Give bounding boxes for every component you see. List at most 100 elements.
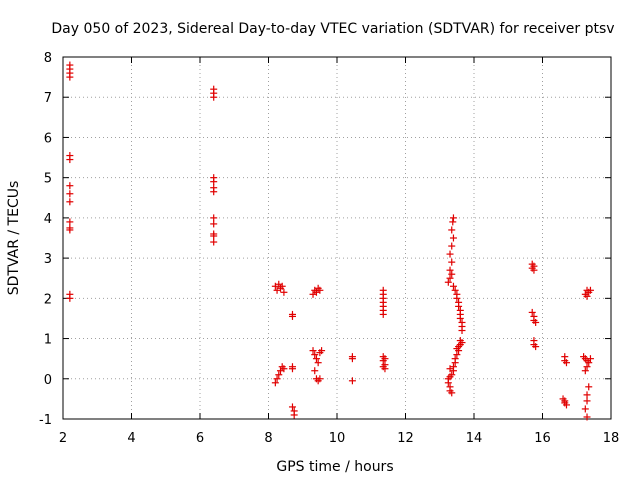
data-point xyxy=(271,379,279,387)
data-point xyxy=(581,367,589,375)
data-point xyxy=(446,266,454,274)
y-axis-label: SDTVAR / TECUs xyxy=(6,181,22,296)
data-point xyxy=(448,258,456,266)
data-point xyxy=(288,312,296,320)
data-point xyxy=(458,327,466,335)
data-point xyxy=(449,234,457,242)
data-point xyxy=(316,375,324,383)
data-point xyxy=(451,286,459,294)
x-tick-label: 4 xyxy=(127,431,135,446)
y-tick-label: 2 xyxy=(44,292,52,307)
y-tick-label: 0 xyxy=(44,373,52,388)
data-point xyxy=(562,401,570,409)
data-point xyxy=(446,274,454,282)
data-point xyxy=(448,226,456,234)
y-tick-label: 4 xyxy=(44,212,52,227)
data-point xyxy=(210,232,218,240)
data-point xyxy=(562,359,570,367)
data-point xyxy=(451,359,459,367)
data-point xyxy=(444,278,452,286)
data-point xyxy=(210,238,218,246)
y-tick-label: 3 xyxy=(44,252,52,267)
data-point xyxy=(449,218,457,226)
data-point xyxy=(448,389,456,397)
data-points xyxy=(66,61,594,421)
data-point xyxy=(455,347,463,355)
data-point xyxy=(280,365,288,373)
data-point xyxy=(66,226,74,234)
y-tick-label: 8 xyxy=(44,51,52,66)
data-point xyxy=(446,365,454,373)
y-tick-label: 5 xyxy=(44,172,52,187)
data-point xyxy=(453,294,461,302)
data-point xyxy=(444,379,452,387)
x-tick-label: 8 xyxy=(264,431,272,446)
data-point xyxy=(210,188,218,196)
data-point xyxy=(446,250,454,258)
data-point xyxy=(288,403,296,411)
data-point xyxy=(210,220,218,228)
chart-title: Day 050 of 2023, Sidereal Day-to-day VTE… xyxy=(51,21,614,37)
data-point xyxy=(309,347,317,355)
data-point xyxy=(66,294,74,302)
data-point xyxy=(210,93,218,101)
data-point xyxy=(278,282,286,290)
data-point xyxy=(583,292,591,300)
data-point xyxy=(290,411,298,419)
data-point xyxy=(532,343,540,351)
x-tick-label: 2 xyxy=(59,431,67,446)
data-point xyxy=(448,242,456,250)
data-point xyxy=(455,302,463,310)
data-point xyxy=(581,405,589,413)
x-axis-label: GPS time / hours xyxy=(276,459,393,475)
x-tick-label: 16 xyxy=(534,431,551,446)
data-point xyxy=(318,347,326,355)
data-point xyxy=(379,357,387,365)
data-point xyxy=(583,391,591,399)
grid-layer xyxy=(63,57,611,419)
data-point xyxy=(66,218,74,226)
data-point xyxy=(280,288,288,296)
y-tick-label: 1 xyxy=(44,333,52,348)
data-point xyxy=(448,270,456,278)
data-point xyxy=(210,214,218,222)
y-tick-label: 7 xyxy=(44,91,52,106)
x-tick-label: 10 xyxy=(329,431,346,446)
data-point xyxy=(66,182,74,190)
data-point xyxy=(583,413,591,421)
data-point xyxy=(314,359,322,367)
data-point xyxy=(311,351,319,359)
data-point xyxy=(381,365,389,373)
data-point xyxy=(449,214,457,222)
data-point xyxy=(273,375,281,383)
x-tick-label: 12 xyxy=(397,431,414,446)
data-point xyxy=(583,397,591,405)
data-point xyxy=(348,377,356,385)
data-point xyxy=(583,363,591,371)
data-point xyxy=(275,371,283,379)
data-point xyxy=(66,73,74,81)
y-tick-label: -1 xyxy=(39,413,52,428)
data-point xyxy=(456,314,464,322)
data-point xyxy=(210,178,218,186)
data-point xyxy=(66,198,74,206)
data-point xyxy=(312,355,320,363)
data-point xyxy=(586,355,594,363)
data-point xyxy=(348,355,356,363)
data-point xyxy=(379,310,387,318)
data-point xyxy=(316,286,324,294)
data-point xyxy=(532,318,540,326)
data-point xyxy=(530,266,538,274)
x-tick-label: 18 xyxy=(603,431,620,446)
data-point xyxy=(586,286,594,294)
data-point xyxy=(585,383,593,391)
y-tick-label: 6 xyxy=(44,131,52,146)
data-point xyxy=(288,365,296,373)
data-point xyxy=(311,367,319,375)
data-point xyxy=(66,156,74,164)
x-tick-label: 6 xyxy=(196,431,204,446)
data-point xyxy=(528,308,536,316)
data-point xyxy=(449,282,457,290)
